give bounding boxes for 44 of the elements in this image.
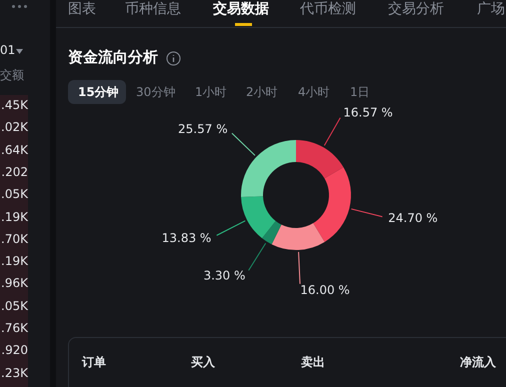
text: .19K <box>1 210 28 224</box>
data-label: 24.70 % <box>388 211 438 226</box>
text: .45K <box>1 98 28 112</box>
text: 2小时 <box>246 84 278 101</box>
donut-slice <box>296 140 344 178</box>
text: 4小时 <box>298 84 330 101</box>
text: 30分钟 <box>136 84 176 101</box>
text: .64K <box>1 142 28 157</box>
data-label: 16.57 % <box>343 106 393 120</box>
text: .76K <box>1 321 28 335</box>
donut-slice <box>272 223 325 250</box>
text: 01 <box>0 43 16 57</box>
text: .23K <box>1 366 28 380</box>
text: 币种信息 <box>125 1 181 17</box>
text: 1小时 <box>195 84 227 101</box>
text: .920 <box>1 343 28 358</box>
text: .96K <box>1 276 28 290</box>
text: 买入 <box>191 354 215 371</box>
text: 交易分析 <box>388 1 444 17</box>
donut-slice <box>241 140 296 197</box>
chart-title: 资金流向分析 <box>68 48 158 67</box>
text: 广场 <box>477 1 505 17</box>
text: 净流入 <box>460 354 496 371</box>
text: 1日 <box>350 84 370 101</box>
text: 订单 <box>82 354 106 371</box>
data-label: 13.83 % <box>162 231 212 246</box>
text: 卖出 <box>301 354 325 371</box>
text: .05K <box>1 298 28 313</box>
text: 交额 <box>0 67 24 84</box>
data-label: 25.57 % <box>178 122 228 136</box>
text: 交易数据 <box>213 1 269 17</box>
text: .02K <box>1 120 28 134</box>
donut-slice <box>313 167 351 242</box>
text: .202 <box>1 164 28 179</box>
text: 15分钟 <box>78 84 119 101</box>
data-label: 3.30 % <box>203 268 246 282</box>
text: .19K <box>1 254 28 268</box>
donut-slice <box>262 220 282 244</box>
donut-slice <box>241 196 276 238</box>
data-label: 16.00 % <box>300 282 350 297</box>
text: .05K <box>1 187 28 202</box>
text: 图表 <box>68 1 96 17</box>
text: 代币检测 <box>300 1 356 17</box>
text: .70K <box>1 232 28 246</box>
